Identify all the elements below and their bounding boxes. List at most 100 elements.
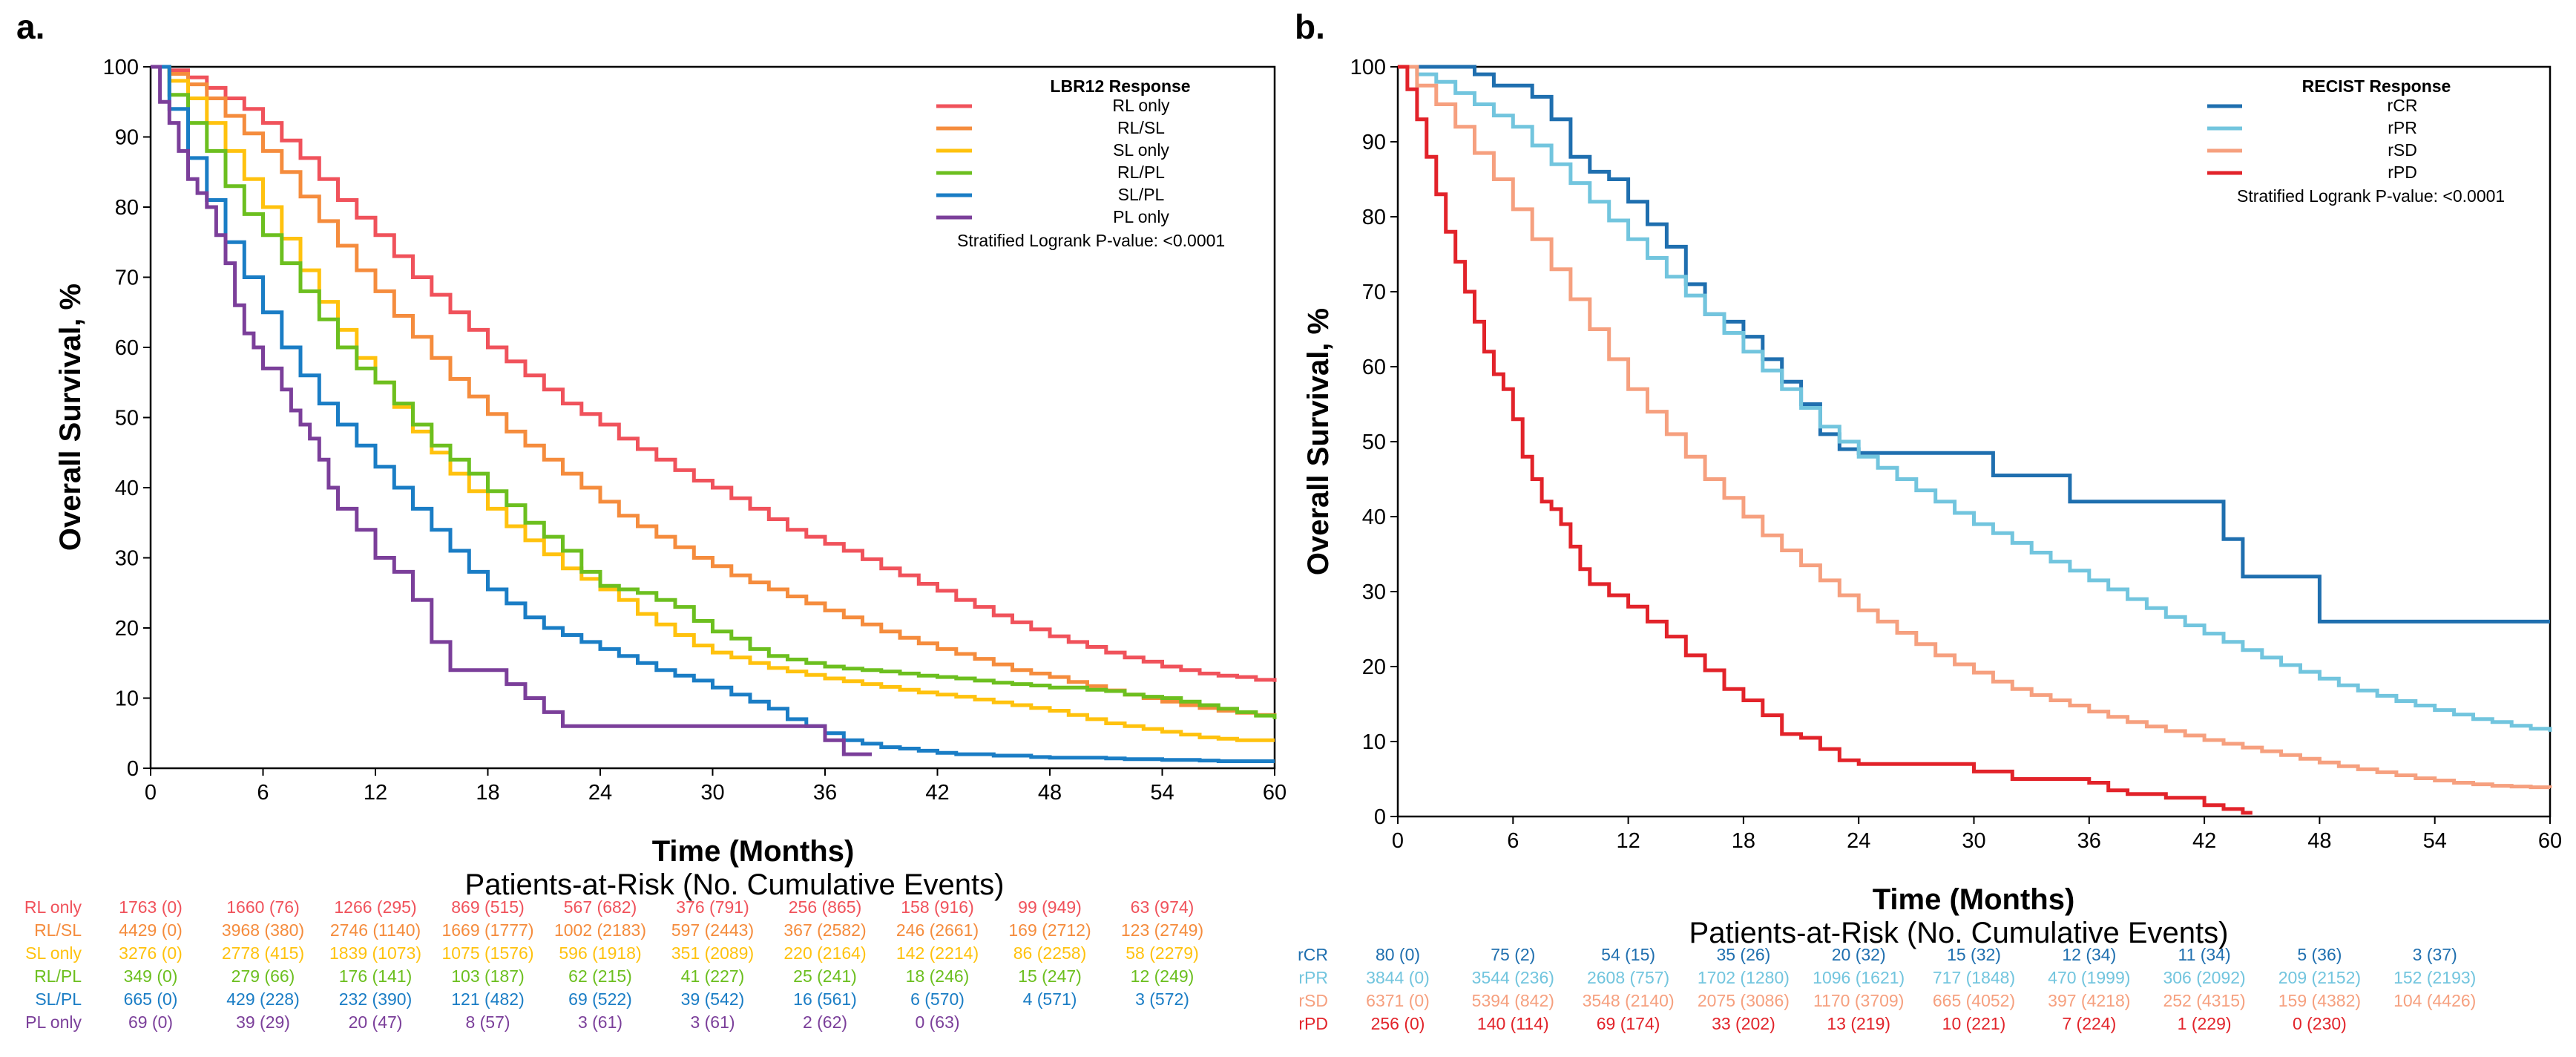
risk-cell: 1669 (1777): [441, 920, 533, 940]
risk-row-label: PL only: [25, 1012, 82, 1032]
risk-cell: 69 (174): [1597, 1014, 1660, 1033]
risk-cell: 18 (246): [906, 966, 970, 986]
risk-cell: 15 (32): [1947, 945, 2001, 964]
risk-row-label: SL only: [25, 943, 82, 963]
risk-cell: 140 (114): [1477, 1014, 1549, 1033]
curve-rpd: [1398, 65, 2253, 815]
x-tick-label: 48: [1038, 781, 1062, 805]
risk-cell: 1096 (1621): [1813, 968, 1905, 987]
risk-cell: 256 (0): [1371, 1014, 1425, 1033]
panel-a-pvalue: Stratified Logrank P-value: <0.0001: [957, 231, 1225, 250]
legend-label: RL/PL: [1117, 163, 1165, 182]
panel-b-legend-title: RECIST Response: [2302, 76, 2451, 96]
panel-a-y-axis-title: Overall Survival, %: [54, 284, 87, 551]
x-tick-label: 0: [145, 781, 157, 805]
panel-a-x-axis-title: Time (Months): [652, 835, 855, 868]
y-tick-label: 40: [115, 477, 139, 500]
x-tick-label: 60: [2538, 829, 2562, 853]
risk-cell: 39 (29): [236, 1012, 290, 1032]
risk-row-label: rSD: [1298, 991, 1328, 1010]
panel-a-label: a.: [16, 7, 45, 46]
legend-label: RL only: [1112, 96, 1170, 115]
x-tick-label: 30: [1962, 829, 1985, 853]
risk-cell: 279 (66): [231, 966, 295, 986]
risk-cell: 306 (2092): [2163, 968, 2245, 987]
curve-rl-pl: [151, 65, 1277, 719]
risk-cell: 13 (219): [1827, 1014, 1890, 1033]
risk-cell: 4 (571): [1023, 989, 1077, 1009]
risk-cell: 15 (247): [1018, 966, 1082, 986]
risk-cell: 1266 (295): [334, 897, 416, 917]
risk-cell: 12 (249): [1131, 966, 1195, 986]
y-tick-label: 90: [1362, 131, 1386, 154]
panel-a-risk-table: RL only 1763 (0) 1660 (76) 1266 (295) 869 (5…: [24, 897, 1203, 1032]
x-tick-label: 42: [2192, 829, 2216, 853]
risk-cell: 54 (15): [1601, 945, 1655, 964]
risk-cell: 567 (682): [564, 897, 637, 917]
risk-cell: 3844 (0): [1366, 968, 1430, 987]
x-tick-label: 36: [2077, 829, 2101, 853]
risk-cell: 8 (57): [465, 1012, 510, 1032]
panel-b-y-axis-title: Overall Survival, %: [1302, 308, 1335, 575]
y-tick-label: 0: [127, 757, 139, 781]
risk-cell: 33 (202): [1712, 1014, 1775, 1033]
risk-cell: 3968 (380): [222, 920, 304, 940]
risk-cell: 1075 (1576): [441, 943, 533, 963]
risk-cell: 7 (224): [2062, 1014, 2116, 1033]
risk-cell: 220 (2164): [783, 943, 866, 963]
y-tick-label: 60: [115, 336, 139, 360]
risk-cell: 4429 (0): [119, 920, 183, 940]
risk-cell: 62 (215): [568, 966, 632, 986]
x-tick-label: 0: [1392, 829, 1404, 853]
risk-cell: 397 (4218): [2048, 991, 2130, 1010]
legend-label: SL/PL: [1118, 185, 1165, 204]
panel-a-y-axis: 0 10 20 30 40 50 60 70 80 90 100: [103, 56, 151, 781]
risk-cell: 20 (47): [349, 1012, 403, 1032]
legend-label: rCR: [2388, 96, 2418, 115]
y-tick-label: 100: [103, 56, 139, 79]
legend-label: PL only: [1113, 207, 1169, 226]
x-tick-label: 30: [700, 781, 724, 805]
risk-cell: 169 (2712): [1008, 920, 1091, 940]
risk-cell: 2 (62): [803, 1012, 847, 1032]
risk-cell: 35 (26): [1716, 945, 1770, 964]
legend-label: rPD: [2388, 163, 2417, 182]
panel-a-risk-title: Patients-at-Risk (No. Cumulative Events): [465, 868, 1005, 901]
x-tick-label: 12: [364, 781, 387, 805]
y-tick-label: 40: [1362, 505, 1386, 529]
risk-cell: 3544 (236): [1472, 968, 1554, 987]
panel-b-y-axis: 0 10 20 30 40 50 60 70 80 90 100: [1350, 56, 1398, 829]
risk-cell: 2075 (3086): [1698, 991, 1790, 1010]
risk-cell: 209 (2152): [2278, 968, 2361, 987]
risk-cell: 376 (791): [676, 897, 749, 917]
panel-b-x-axis: 0 6 12 18 24 30 36 42 48 54 60: [1392, 817, 2562, 853]
x-tick-label: 24: [1847, 829, 1870, 853]
y-tick-label: 30: [115, 547, 139, 571]
y-tick-label: 20: [115, 617, 139, 641]
risk-row-label: rPD: [1298, 1014, 1328, 1033]
legend-label: rPR: [2388, 118, 2417, 137]
risk-cell: 39 (542): [681, 989, 745, 1009]
risk-cell: 11 (34): [2178, 945, 2231, 964]
risk-row-label: RL/SL: [34, 920, 82, 940]
y-tick-label: 60: [1362, 356, 1386, 379]
risk-row-label: SL/PL: [35, 989, 82, 1009]
y-tick-label: 80: [115, 196, 139, 220]
risk-cell: 1763 (0): [119, 897, 183, 917]
risk-cell: 159 (4382): [2278, 991, 2361, 1010]
panel-b-pvalue: Stratified Logrank P-value: <0.0001: [2237, 186, 2505, 206]
risk-cell: 3 (61): [690, 1012, 735, 1032]
risk-cell: 429 (228): [226, 989, 299, 1009]
risk-cell: 1839 (1073): [329, 943, 421, 963]
risk-cell: 75 (2): [1491, 945, 1535, 964]
curve-sl-pl: [151, 65, 1275, 763]
y-tick-label: 100: [1350, 56, 1386, 79]
y-tick-label: 70: [1362, 281, 1386, 304]
risk-row-label: rPR: [1298, 968, 1328, 987]
y-tick-label: 0: [1374, 805, 1386, 829]
risk-row-label: RL/PL: [34, 966, 82, 986]
x-tick-label: 6: [1507, 829, 1519, 853]
risk-cell: 349 (0): [124, 966, 178, 986]
risk-cell: 152 (2193): [2393, 968, 2476, 987]
risk-cell: 69 (522): [568, 989, 632, 1009]
